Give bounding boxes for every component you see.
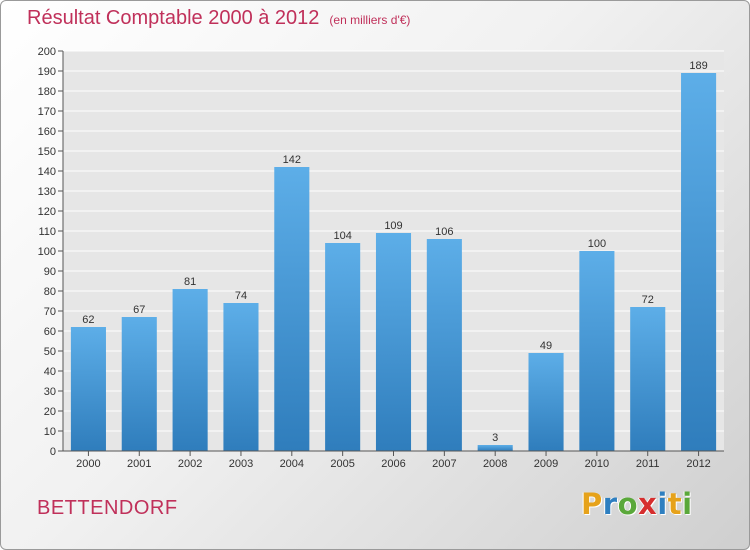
y-tick-label: 140 — [38, 166, 56, 178]
y-tick-label: 80 — [44, 286, 56, 298]
bar — [274, 167, 310, 451]
data-label: 72 — [642, 294, 654, 306]
y-tick-labels: 0 10 20 30 40 50 60 70 80 90 100 110 120 130 140 150 160… — [38, 46, 56, 458]
y-tick-label: 200 — [38, 46, 56, 58]
bar — [70, 327, 106, 451]
y-tick-label: 190 — [38, 66, 56, 78]
y-tick-label: 40 — [44, 366, 56, 378]
y-tick-label: 50 — [44, 346, 56, 358]
proxiti-logo: Proxiti — [581, 487, 693, 521]
y-tick-label: 10 — [44, 426, 56, 438]
y-tick-label: 120 — [38, 206, 56, 218]
logo-letter: r — [602, 487, 618, 521]
x-tick-label: 2009 — [534, 458, 558, 470]
x-tick-label: 2011 — [636, 458, 660, 470]
bar — [579, 251, 615, 451]
chart-subtitle: (en milliers d'€) — [329, 13, 411, 27]
x-tick-label: 2007 — [432, 458, 456, 470]
data-label: 189 — [689, 60, 707, 72]
title-text: Résultat Comptable 2000 à 2012 — [27, 7, 320, 29]
y-tick-label: 70 — [44, 306, 56, 318]
axes — [58, 50, 724, 456]
y-tick-label: 0 — [50, 446, 56, 458]
x-tick-label: 2008 — [483, 458, 507, 470]
data-label: 74 — [235, 290, 247, 302]
bar — [325, 243, 361, 451]
data-label: 100 — [588, 238, 606, 250]
logo-letter: t — [667, 487, 683, 521]
y-tick-label: 110 — [38, 226, 56, 238]
y-tick-label: 20 — [44, 406, 56, 418]
x-tick-label: 2012 — [686, 458, 710, 470]
y-tick-label: 180 — [38, 86, 56, 98]
logo-letter: P — [581, 487, 603, 521]
bars — [70, 73, 717, 451]
bar — [121, 317, 157, 451]
data-label: 67 — [133, 304, 145, 316]
bar — [375, 233, 412, 451]
bar — [528, 353, 564, 451]
data-label: 104 — [333, 230, 351, 242]
y-tick-label: 170 — [38, 106, 56, 118]
chart-title: Résultat Comptable 2000 à 2012 (en millie… — [27, 7, 410, 30]
x-tick-label: 2003 — [229, 458, 253, 470]
bar — [426, 239, 462, 451]
y-tick-label: 60 — [44, 326, 56, 338]
x-tick-label: 2005 — [330, 458, 354, 470]
y-tick-label: 150 — [38, 146, 56, 158]
x-tick-label: 2002 — [178, 458, 202, 470]
x-tick-label: 2004 — [280, 458, 304, 470]
y-tick-label: 160 — [38, 126, 56, 138]
logo-letter: i — [682, 487, 693, 521]
data-label: 49 — [540, 340, 552, 352]
logo-letter: i — [657, 487, 668, 521]
bar — [681, 73, 717, 451]
bar — [172, 289, 208, 451]
x-tick-label: 2006 — [381, 458, 405, 470]
data-label: 109 — [384, 220, 402, 232]
data-label: 106 — [435, 226, 453, 238]
y-tick-label: 100 — [38, 246, 56, 258]
commune-name: BETTENDORF — [37, 497, 178, 519]
data-labels: 62 67 81 74 142 104 109 106 3 49 100 72 189 — [82, 60, 707, 444]
y-tick-label: 130 — [38, 186, 56, 198]
x-tick-label: 2010 — [585, 458, 609, 470]
data-label: 142 — [283, 154, 301, 166]
x-tick-labels: 2000 2001 2002 2003 2004 2005 2006 2007 2008 2009… — [76, 458, 711, 470]
data-label: 3 — [492, 432, 498, 444]
logo-letter: x — [638, 487, 658, 521]
x-tick-label: 2000 — [76, 458, 100, 470]
y-tick-label: 30 — [44, 386, 56, 398]
bar — [630, 307, 666, 451]
y-tick-label: 90 — [44, 266, 56, 278]
data-label: 62 — [82, 314, 94, 326]
x-tick-label: 2001 — [127, 458, 151, 470]
logo-letter: o — [617, 487, 639, 521]
data-label: 81 — [184, 276, 196, 288]
bar — [477, 445, 513, 451]
bar — [223, 303, 259, 451]
